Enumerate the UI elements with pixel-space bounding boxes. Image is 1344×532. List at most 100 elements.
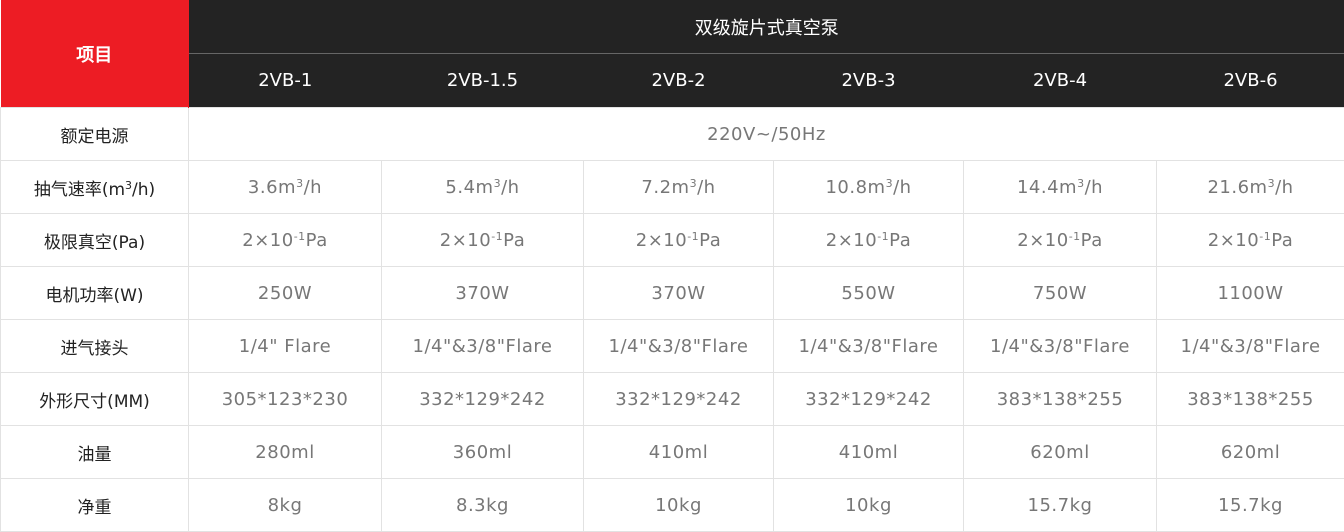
table-cell: 383*138*255 [963,372,1157,426]
superscript: 3 [296,176,304,190]
table-cell: 332*129*242 [773,372,964,426]
superscript: 3 [493,176,502,190]
table-cell: 2×10-1Pa [1155,213,1344,267]
cell-text: /h [1084,176,1104,198]
cell-text: 10.8m [825,176,886,198]
cell-text: 21.6m [1207,176,1268,198]
table-cell: 21.6m3/h [1155,160,1344,214]
table-cell: 5.4m3/h [381,160,584,214]
model-header: 2VB-3 [773,53,964,108]
model-header-row: 2VB-1 2VB-1.5 2VB-2 2VB-3 2VB-4 2VB-6 [1,53,1344,108]
table-cell: 370W [583,266,774,320]
table-cell: 1/4"&3/8"Flare [583,319,774,373]
table-cell: 1/4" Flare [188,319,382,373]
table-cell: 1/4"&3/8"Flare [1155,319,1344,373]
table-cell: 3.6m3/h [188,160,382,214]
table-cell: 7.2m3/h [583,160,774,214]
table-cell: 14.4m3/h [963,160,1157,214]
row-label: 抽气速率(m3/h) [0,160,189,214]
table-row: 油量 280ml 360ml 410ml 410ml 620ml 620ml [0,425,1344,479]
table-cell: 620ml [1155,425,1344,479]
table-cell: 370W [381,266,584,320]
cell-text: Pa [889,229,912,251]
table-title: 双级旋片式真空泵 [188,0,1344,54]
superscript: 3 [1267,176,1276,190]
superscript: 3 [689,176,698,190]
model-header: 2VB-1 [188,53,382,108]
table-cell: 8kg [188,478,382,532]
spec-rows: 额定电源 220V~/50Hz 抽气速率(m3/h) 3.6m3/h 5.4m3/h 7.… [0,107,1344,532]
table-cell: 1100W [1155,266,1344,320]
superscript: -1 [1259,229,1272,243]
table-cell: 2×10-1Pa [773,213,964,267]
table-row: 电机功率(W) 250W 370W 370W 550W 750W 1100W [0,266,1344,320]
model-header: 2VB-4 [963,53,1157,108]
table-cell: 750W [963,266,1157,320]
superscript: -1 [877,229,890,243]
table-cell: 8.3kg [381,478,584,532]
superscript: 3 [125,178,133,192]
cell-text: /h [893,176,912,198]
cell-text: 3.6m [247,176,297,198]
cell-text: 2×10 [1207,229,1260,251]
table-cell: 1/4"&3/8"Flare [963,319,1157,373]
table-cell: 410ml [583,425,774,479]
table-cell: 15.7kg [963,478,1157,532]
table-cell: 332*129*242 [381,372,584,426]
cell-text: /h [303,176,323,198]
table-cell: 280ml [188,425,382,479]
table-cell: 220V~/50Hz [187,107,1344,161]
table-row: 极限真空(Pa) 2×10-1Pa 2×10-1Pa 2×10-1Pa 2×10-1Pa… [0,213,1344,267]
row-label: 额定电源 [0,107,189,161]
superscript: -1 [687,229,700,243]
cell-text: 2×10 [635,229,688,251]
cell-text: 5.4m [445,176,494,198]
table-cell: 1/4"&3/8"Flare [773,319,964,373]
table-cell: 2×10-1Pa [188,213,382,267]
table-cell: 1/4"&3/8"Flare [381,319,584,373]
superscript: 3 [885,176,894,190]
cell-text: 2×10 [1017,229,1069,251]
table-cell: 2×10-1Pa [963,213,1157,267]
table-row: 额定电源 220V~/50Hz [0,107,1344,161]
row-label: 极限真空(Pa) [0,213,189,267]
table-cell: 15.7kg [1155,478,1344,532]
row-label: 外形尺寸(MM) [0,372,189,426]
cell-text: /h [1275,176,1294,198]
table-cell: 2×10-1Pa [381,213,584,267]
model-header: 2VB-6 [1156,53,1344,108]
table-row: 抽气速率(m3/h) 3.6m3/h 5.4m3/h 7.2m3/h 10.8m3/h 1… [0,160,1344,214]
table-cell: 410ml [773,425,964,479]
table-cell: 305*123*230 [188,372,382,426]
cell-text: /h [697,176,716,198]
table-cell: 550W [773,266,964,320]
table-row: 净重 8kg 8.3kg 10kg 10kg 15.7kg 15.7kg [0,478,1344,532]
table-cell: 360ml [381,425,584,479]
table-cell: 2×10-1Pa [583,213,774,267]
cell-text: Pa [1271,229,1294,251]
model-header: 2VB-1.5 [381,53,584,108]
superscript: 3 [1077,176,1085,190]
table-cell: 10.8m3/h [773,160,964,214]
superscript: -1 [1068,229,1081,243]
cell-text: 7.2m [641,176,690,198]
cell-text: 2×10 [242,229,294,251]
cell-text: /h) [132,179,156,200]
item-header: 项目 [0,0,189,108]
row-label: 油量 [0,425,189,479]
model-header: 2VB-2 [583,53,774,108]
table-cell: 10kg [583,478,774,532]
superscript: -1 [491,229,504,243]
cell-text: Pa [305,229,328,251]
table-row: 进气接头 1/4" Flare 1/4"&3/8"Flare 1/4"&3/8"Fla… [0,319,1344,373]
table-cell: 620ml [963,425,1157,479]
row-label: 电机功率(W) [0,266,189,320]
cell-text: Pa [1080,229,1103,251]
row-label: 净重 [0,478,189,532]
row-label: 进气接头 [0,319,189,373]
cell-text: /h [501,176,520,198]
superscript: -1 [293,229,306,243]
cell-text: 抽气速率(m [33,179,126,200]
cell-text: 2×10 [439,229,492,251]
